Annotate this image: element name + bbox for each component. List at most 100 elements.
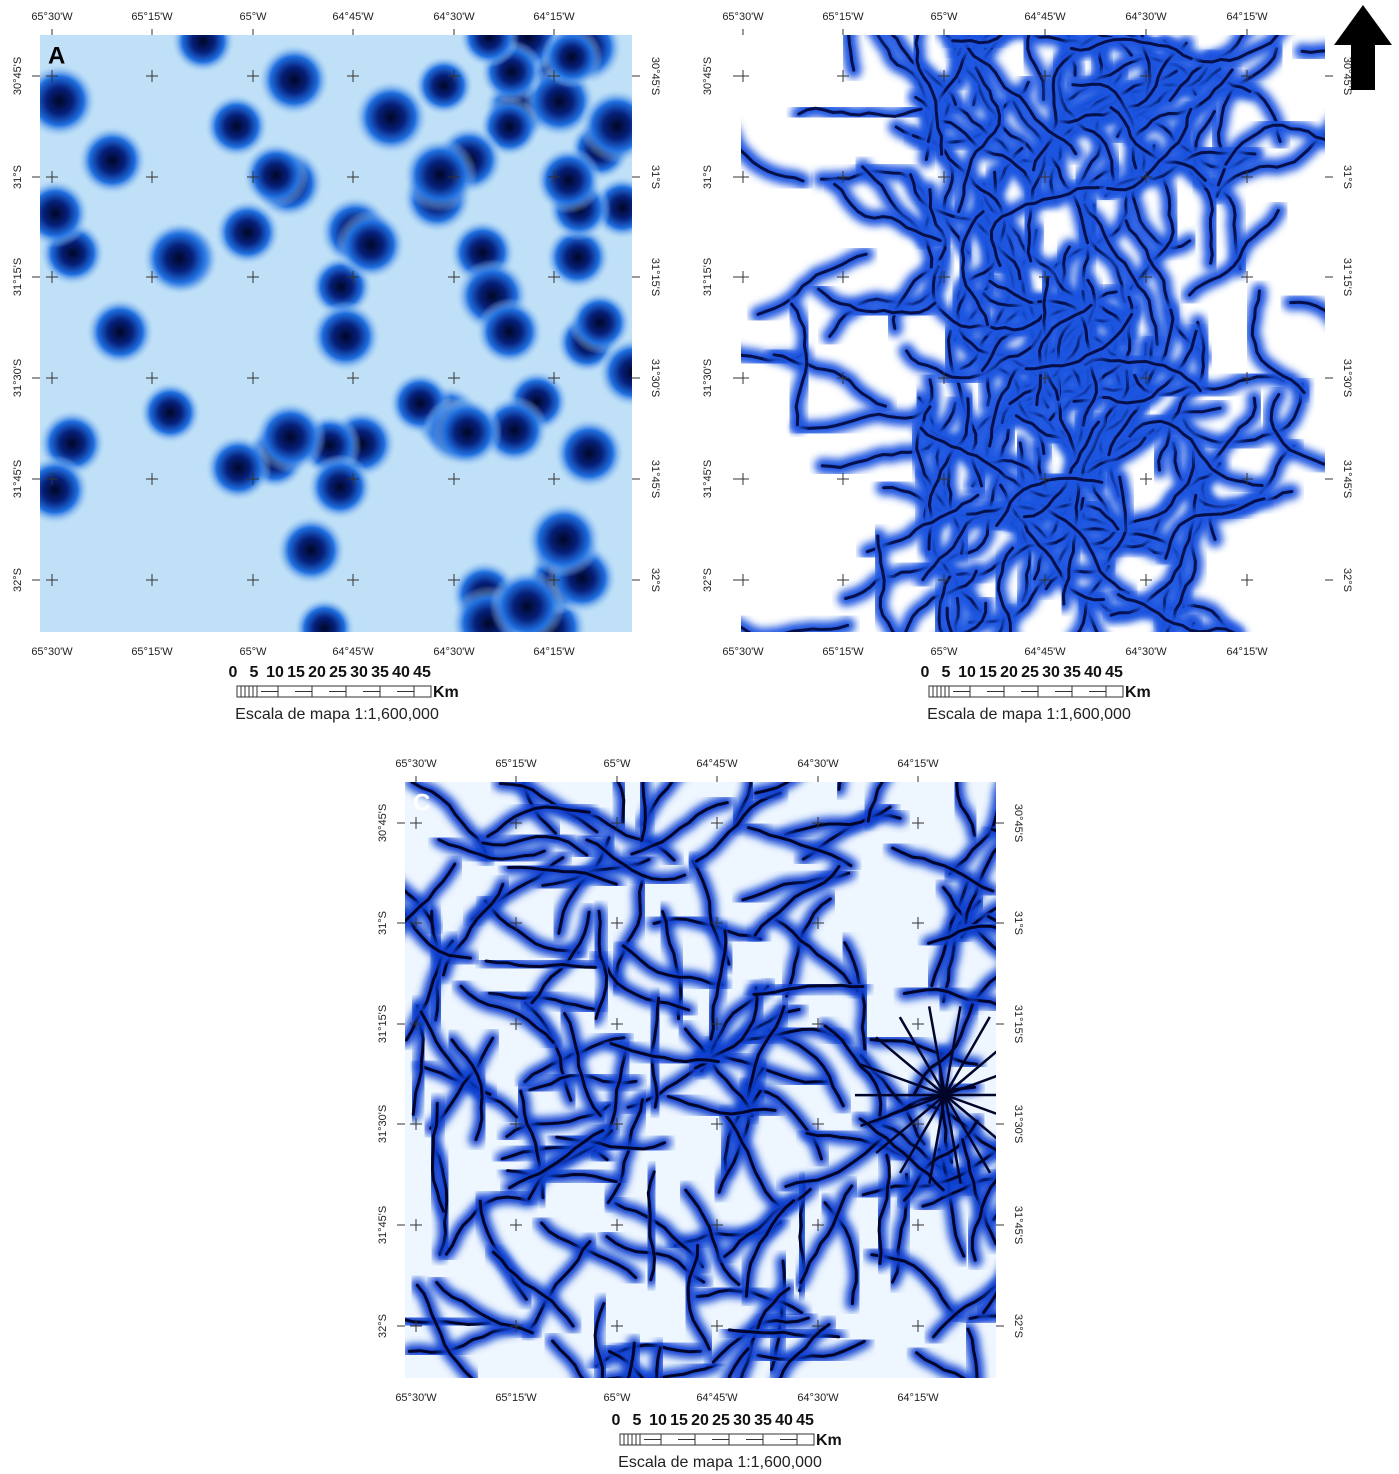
scale-number: 25: [329, 664, 347, 681]
longitude-label: 65°W: [603, 1392, 631, 1404]
density-blob: [432, 397, 502, 467]
scale-number: 40: [1084, 664, 1102, 681]
longitude-label: 65°W: [239, 11, 267, 23]
density-blob: [139, 381, 201, 443]
longitude-label: 64°30'W: [1125, 646, 1167, 658]
longitude-label: 64°45'W: [1024, 646, 1066, 658]
scale-number: 35: [1063, 664, 1081, 681]
density-blob: [78, 126, 148, 196]
stream-glow: [839, 685, 859, 790]
longitude-label: 64°45'W: [1024, 11, 1066, 23]
latitude-label: 30°45'S: [1012, 804, 1024, 842]
latitude-label: 31°30'S: [377, 1105, 389, 1143]
latitude-label: 32°S: [1341, 568, 1353, 592]
density-blob: [414, 56, 474, 116]
stream: [992, 829, 1099, 853]
density-blob: [21, 179, 90, 248]
longitude-label: 64°30'W: [797, 1392, 839, 1404]
density-blob: [336, 210, 406, 280]
latitude-label: 31°45'S: [1341, 460, 1353, 498]
density-blob: [568, 291, 631, 354]
scale-number: 25: [712, 1412, 730, 1429]
latitude-label: 32°S: [12, 568, 24, 592]
longitude-label: 64°45'W: [332, 646, 374, 658]
scale-number: 10: [958, 664, 976, 681]
panel-label: C: [413, 789, 430, 816]
latitude-label: 31°15'S: [649, 258, 661, 296]
longitude-label: 64°15'W: [1226, 646, 1268, 658]
longitude-label: 65°30'W: [722, 11, 764, 23]
figure: A 65°30'W 65°30'W 65°15'W 65°15'W 65°W 65°W 64°…: [0, 0, 1399, 1474]
stream-glow: [988, 917, 1088, 956]
longitude-label: 64°30'W: [433, 646, 475, 658]
longitude-label: 65°W: [603, 758, 631, 770]
scale-number: 20: [308, 664, 326, 681]
density-blob: [526, 502, 602, 578]
latitude-label: 31°S: [702, 165, 714, 189]
longitude-label: 64°15'W: [1226, 11, 1268, 23]
panel-label: A: [48, 42, 65, 69]
scale-text: Escala de mapa 1:1,600,000: [235, 706, 439, 723]
latitude-label: 31°30'S: [1341, 359, 1353, 397]
longitude-label: 64°15'W: [533, 11, 575, 23]
latitude-label: 31°15'S: [377, 1005, 389, 1043]
scale-number: 15: [670, 1412, 688, 1429]
latitude-label: 32°S: [702, 568, 714, 592]
longitude-label: 65°30'W: [395, 1392, 437, 1404]
latitude-label: 31°S: [12, 165, 24, 189]
longitude-label: 64°45'W: [696, 758, 738, 770]
latitude-label: 31°15'S: [1341, 258, 1353, 296]
density-blob: [476, 298, 544, 366]
latitude-label: 30°45'S: [649, 57, 661, 95]
scale-number: 0: [229, 664, 238, 681]
map-area: [348, 685, 1099, 1455]
longitude-label: 65°30'W: [31, 646, 73, 658]
density-blob: [22, 64, 97, 139]
longitude-label: 65°15'W: [495, 758, 537, 770]
longitude-label: 64°45'W: [696, 1392, 738, 1404]
density-blob: [310, 301, 381, 372]
longitude-label: 64°30'W: [1125, 11, 1167, 23]
latitude-label: 30°45'S: [1341, 57, 1353, 95]
longitude-label: 65°15'W: [822, 11, 864, 23]
latitude-label: 32°S: [649, 568, 661, 592]
latitude-label: 31°15'S: [702, 258, 714, 296]
density-blob: [535, 147, 602, 214]
scale-number: 15: [979, 664, 997, 681]
latitude-label: 31°S: [649, 165, 661, 189]
density-blob: [579, 89, 654, 164]
scale-number: 10: [649, 1412, 667, 1429]
scale-number: 45: [413, 664, 431, 681]
scale-number: 30: [350, 664, 368, 681]
density-blob: [142, 221, 216, 295]
density-blob: [403, 137, 478, 212]
scale-number: 15: [287, 664, 305, 681]
scale-number: 35: [371, 664, 389, 681]
density-blob: [171, 9, 235, 73]
longitude-label: 65°15'W: [822, 646, 864, 658]
scale-number: 5: [633, 1412, 642, 1429]
longitude-label: 65°30'W: [31, 11, 73, 23]
density-blob: [276, 515, 346, 585]
scale-number: 0: [612, 1412, 621, 1429]
stream: [988, 917, 1088, 956]
latitude-label: 31°45'S: [12, 460, 24, 498]
scale-number: 5: [942, 664, 951, 681]
density-blob: [554, 418, 625, 489]
stream-glow: [992, 829, 1099, 853]
scale-number: 5: [250, 664, 259, 681]
latitude-label: 31°S: [1012, 911, 1024, 935]
stream: [839, 685, 859, 790]
density-blob: [541, 26, 603, 88]
scale-number: 45: [1105, 664, 1123, 681]
scale-number: 40: [775, 1412, 793, 1429]
scale-unit: Km: [1125, 684, 1151, 701]
scale-number: 30: [733, 1412, 751, 1429]
scale-text: Escala de mapa 1:1,600,000: [618, 1454, 822, 1471]
latitude-label: 31°S: [377, 911, 389, 935]
scale-number: 20: [691, 1412, 709, 1429]
longitude-label: 65°W: [239, 646, 267, 658]
longitude-label: 64°45'W: [332, 11, 374, 23]
latitude-label: 30°45'S: [12, 57, 24, 95]
scale-number: 40: [392, 664, 410, 681]
